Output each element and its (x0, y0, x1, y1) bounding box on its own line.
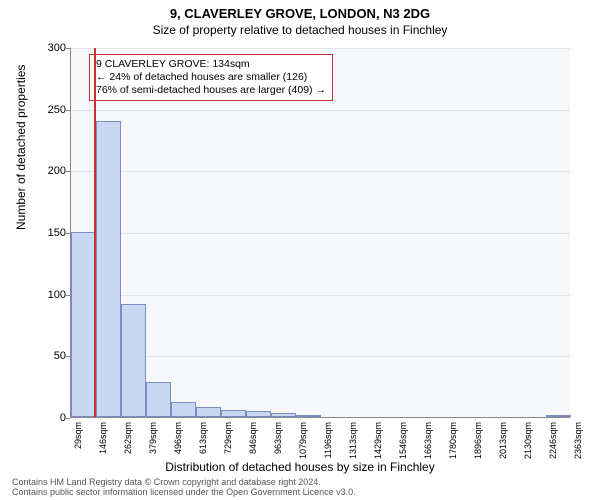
histogram-bar (271, 413, 296, 417)
gridline (71, 171, 570, 172)
chart-container: 9, CLAVERLEY GROVE, LONDON, N3 2DG Size … (0, 0, 600, 500)
xtick-label: 1079sqm (298, 422, 308, 459)
ytick-mark (66, 48, 70, 49)
property-marker-line (94, 48, 96, 417)
xtick-label: 1663sqm (423, 422, 433, 459)
histogram-bar (221, 410, 246, 417)
xtick-label: 1313sqm (348, 422, 358, 459)
ytick-label: 150 (6, 227, 66, 239)
footer-text: Contains HM Land Registry data © Crown c… (12, 478, 356, 498)
x-axis-label: Distribution of detached houses by size … (0, 460, 600, 474)
ytick-label: 300 (6, 42, 66, 54)
footer-line-2: Contains public sector information licen… (12, 488, 356, 498)
info-box: 9 CLAVERLEY GROVE: 134sqm ← 24% of detac… (89, 54, 333, 101)
ytick-label: 50 (6, 350, 66, 362)
xtick-label: 2363sqm (573, 422, 583, 459)
histogram-bar (171, 402, 196, 417)
chart-title-main: 9, CLAVERLEY GROVE, LONDON, N3 2DG (0, 0, 600, 21)
gridline (71, 110, 570, 111)
xtick-label: 496sqm (173, 422, 183, 454)
y-axis-label: Number of detached properties (14, 65, 28, 230)
xtick-label: 2246sqm (548, 422, 558, 459)
ytick-mark (66, 356, 70, 357)
xtick-label: 729sqm (223, 422, 233, 454)
ytick-label: 100 (6, 289, 66, 301)
xtick-label: 29sqm (73, 422, 83, 449)
xtick-label: 1546sqm (398, 422, 408, 459)
gridline (71, 48, 570, 49)
histogram-bar (546, 415, 571, 417)
histogram-bar (121, 304, 146, 417)
ytick-mark (66, 295, 70, 296)
xtick-label: 2013sqm (498, 422, 508, 459)
chart-title-sub: Size of property relative to detached ho… (0, 21, 600, 37)
ytick-mark (66, 233, 70, 234)
ytick-label: 200 (6, 165, 66, 177)
xtick-label: 2130sqm (523, 422, 533, 459)
info-line-2: ← 24% of detached houses are smaller (12… (96, 71, 326, 84)
xtick-label: 1896sqm (473, 422, 483, 459)
info-line-3: 76% of semi-detached houses are larger (… (96, 84, 326, 97)
xtick-label: 846sqm (248, 422, 258, 454)
xtick-label: 1429sqm (373, 422, 383, 459)
info-line-1: 9 CLAVERLEY GROVE: 134sqm (96, 58, 326, 71)
histogram-bar (71, 232, 96, 417)
xtick-label: 379sqm (148, 422, 158, 454)
ytick-label: 250 (6, 104, 66, 116)
gridline (71, 233, 570, 234)
histogram-bar (296, 415, 321, 417)
histogram-bar (196, 407, 221, 417)
ytick-mark (66, 171, 70, 172)
xtick-label: 963sqm (273, 422, 283, 454)
xtick-label: 613sqm (198, 422, 208, 454)
histogram-bar (146, 382, 171, 417)
xtick-label: 1196sqm (323, 422, 333, 458)
gridline (71, 295, 570, 296)
xtick-label: 262sqm (123, 422, 133, 454)
xtick-label: 146sqm (98, 422, 108, 454)
ytick-mark (66, 110, 70, 111)
ytick-mark (66, 418, 70, 419)
plot-area: 9 CLAVERLEY GROVE: 134sqm ← 24% of detac… (70, 48, 570, 418)
histogram-bar (246, 411, 271, 417)
xtick-label: 1780sqm (448, 422, 458, 459)
ytick-label: 0 (6, 412, 66, 424)
histogram-bar (96, 121, 121, 417)
